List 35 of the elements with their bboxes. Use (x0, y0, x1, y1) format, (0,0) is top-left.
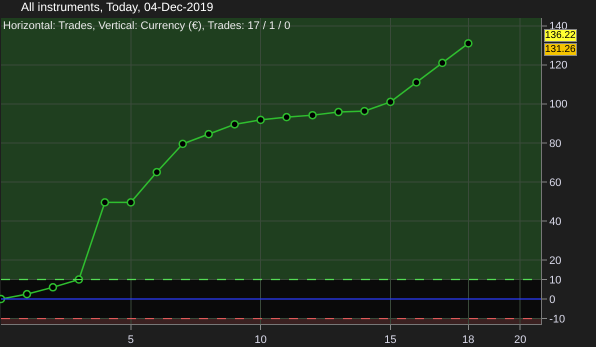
point (412, 78, 421, 87)
point (282, 112, 291, 122)
point (22, 290, 32, 298)
point (308, 110, 317, 120)
y-tick-label: 10 (549, 274, 562, 286)
x-tick-label: 20 (514, 334, 526, 346)
point (438, 58, 447, 68)
point (178, 140, 187, 148)
chart-subtitle: Horizontal: Trades, Vertical: Currency (€), Trades: 17 / 1 / 0 (3, 20, 290, 32)
y-tick-label: 120 (549, 60, 568, 72)
point (334, 108, 343, 116)
y-tick-label: 0 (549, 294, 556, 306)
x-tick-label: 10 (254, 334, 267, 346)
point (256, 116, 265, 124)
y-tick-label: 60 (549, 176, 562, 189)
x-tick-label: 15 (384, 334, 397, 346)
text: 131.26 (545, 44, 576, 55)
point (100, 198, 110, 207)
point (386, 98, 395, 106)
x-tick-label: 5 (128, 334, 134, 346)
x-tick-label: 18 (462, 334, 474, 346)
y-tick-label: 20 (549, 254, 562, 267)
y-tick-label: 40 (549, 216, 562, 228)
y-tick-label: -10 (549, 313, 566, 326)
point (230, 120, 239, 129)
point (360, 106, 369, 116)
point (204, 130, 213, 138)
text: 136.22 (545, 30, 576, 41)
y-tick-label: 100 (549, 98, 568, 111)
point (152, 168, 162, 176)
point (464, 39, 473, 48)
chart-title: All instruments, Today, 04-Dec-2019 (21, 0, 214, 14)
point (126, 198, 136, 207)
point (48, 283, 58, 292)
y-tick-label: 80 (549, 138, 562, 150)
